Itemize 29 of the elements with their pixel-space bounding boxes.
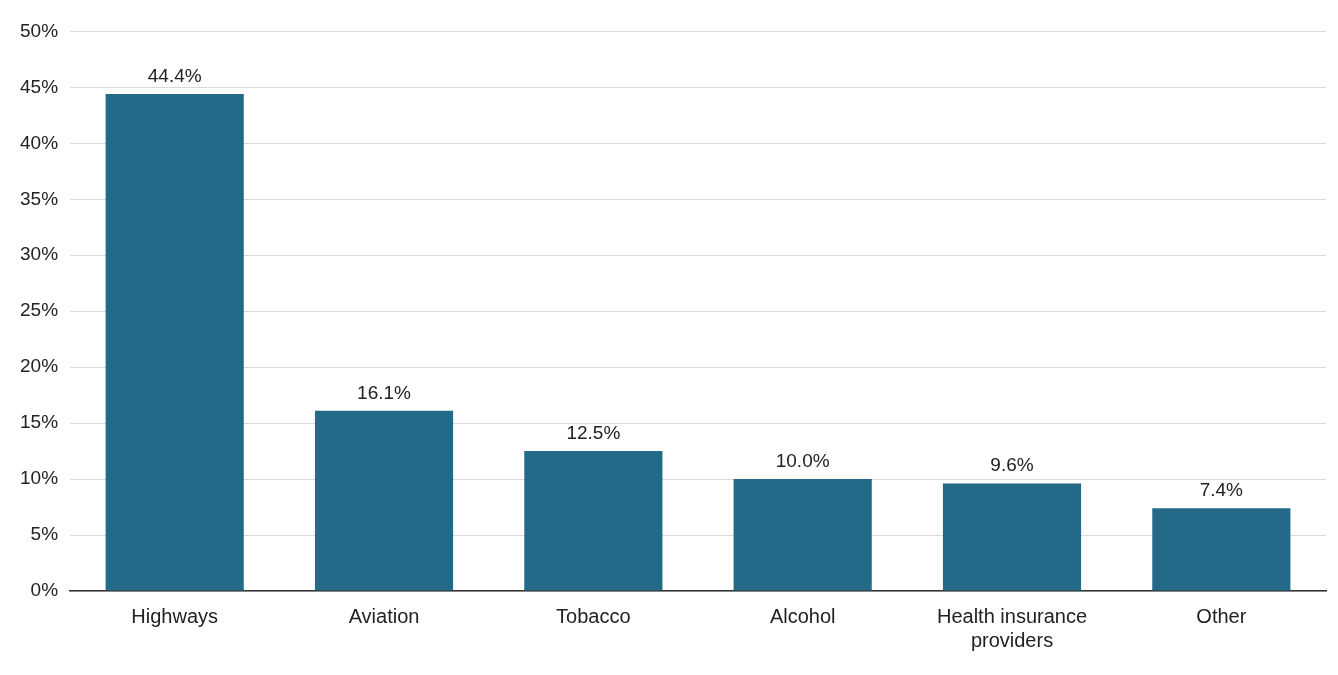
y-tick-label: 0% bbox=[30, 579, 59, 601]
y-tick-label: 20% bbox=[20, 355, 59, 377]
bar bbox=[105, 94, 244, 591]
y-tick-label: 45% bbox=[20, 75, 59, 97]
bar bbox=[524, 451, 663, 591]
y-tick-label: 10% bbox=[20, 467, 59, 489]
y-tick-label: 40% bbox=[20, 131, 59, 153]
x-tick-label: Tobacco bbox=[556, 604, 631, 627]
x-tick-label: Alcohol bbox=[769, 604, 836, 627]
bar bbox=[733, 479, 872, 591]
bar bbox=[1152, 508, 1291, 591]
data-label: 12.5% bbox=[566, 421, 621, 443]
x-tick-label: Other bbox=[1196, 604, 1247, 627]
y-tick-label: 35% bbox=[20, 187, 59, 209]
y-tick-label: 50% bbox=[20, 19, 59, 41]
bar bbox=[314, 410, 454, 591]
y-tick-label: 25% bbox=[20, 299, 59, 321]
x-tick-label: Highways bbox=[131, 604, 219, 627]
data-label: 9.6% bbox=[990, 454, 1034, 476]
y-tick-label: 15% bbox=[20, 411, 59, 433]
y-tick-label: 5% bbox=[30, 523, 59, 545]
data-label: 10.0% bbox=[775, 449, 830, 471]
x-tick-label: Aviation bbox=[348, 604, 420, 627]
data-label: 7.4% bbox=[1199, 478, 1244, 500]
x-tick-label: Health insurance providers bbox=[936, 604, 1088, 651]
data-label: 44.4% bbox=[147, 64, 202, 86]
data-label: 16.1% bbox=[357, 381, 412, 403]
y-tick-label: 30% bbox=[20, 243, 59, 265]
bar bbox=[942, 483, 1082, 591]
